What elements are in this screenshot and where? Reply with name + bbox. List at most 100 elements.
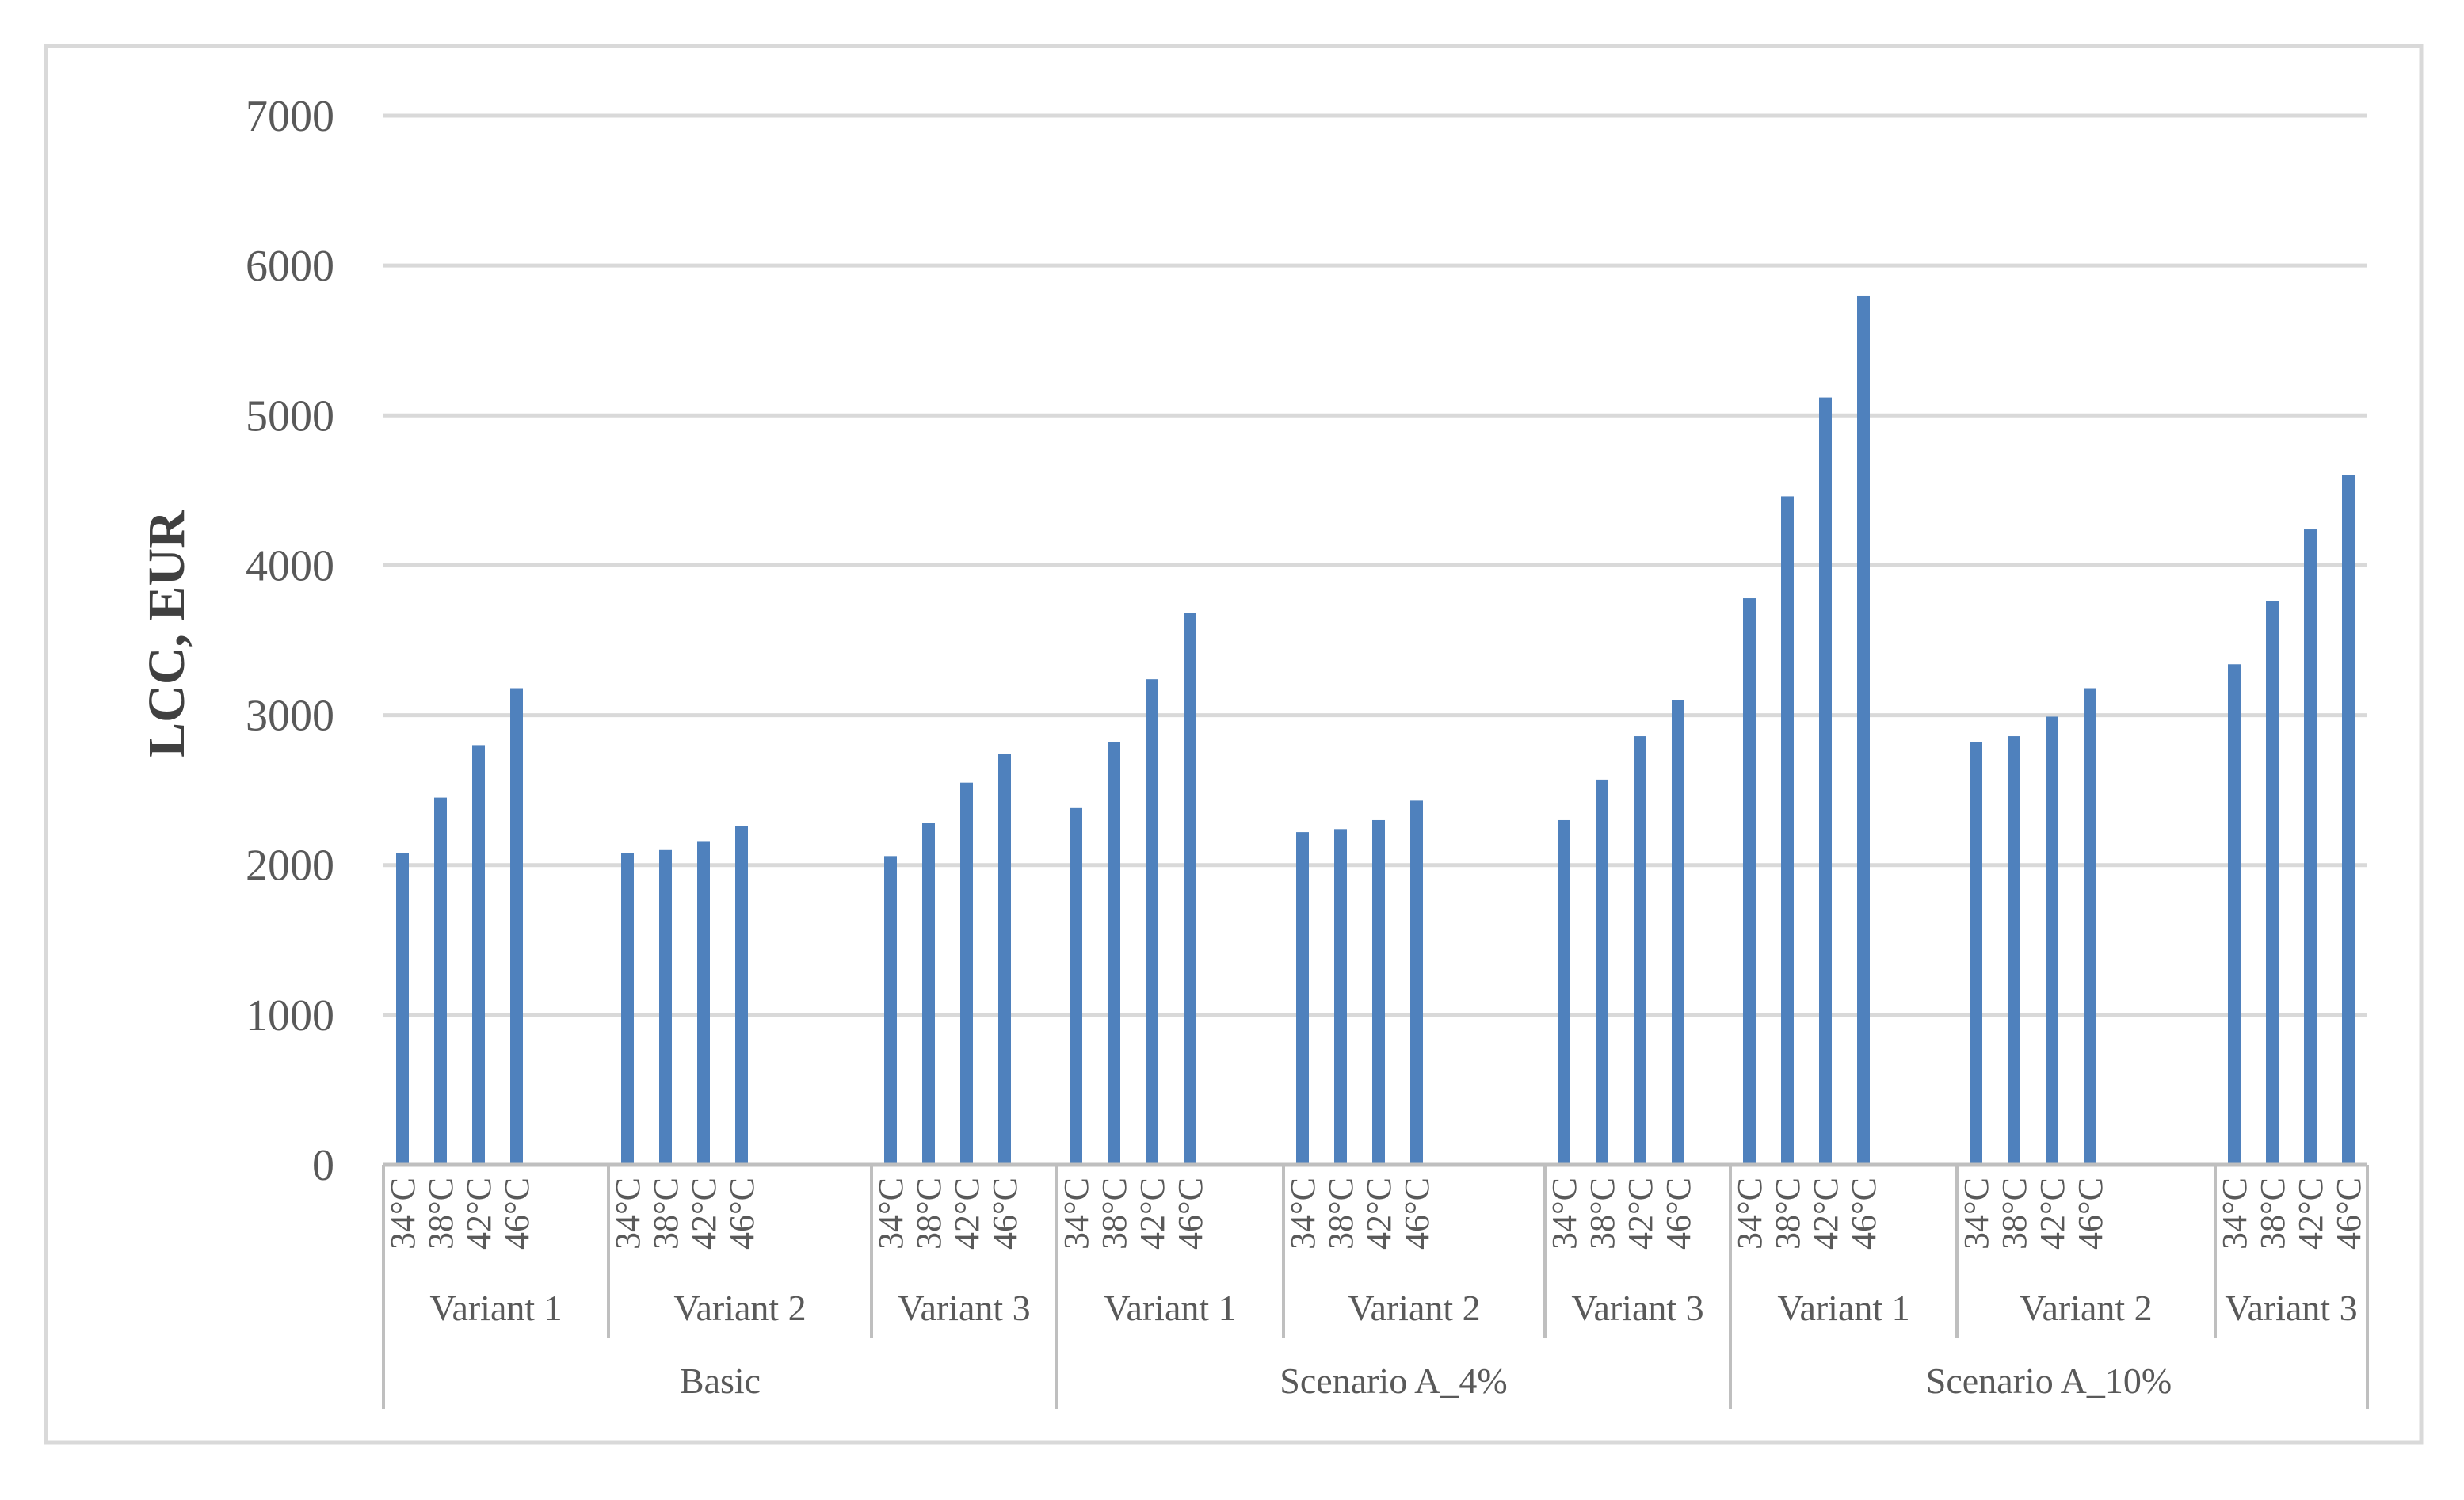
- group-label: Scenario A_10%: [1926, 1361, 2172, 1401]
- x-tick-label: 46°C: [1398, 1177, 1436, 1250]
- x-tick-label: 42°C: [685, 1177, 723, 1250]
- variant-label: Variant 3: [1571, 1288, 1703, 1328]
- x-tick-label: 38°C: [910, 1177, 948, 1250]
- bar: [2046, 716, 2058, 1165]
- group-label: Scenario A_4%: [1280, 1361, 1507, 1401]
- x-tick-label: 34°C: [608, 1177, 647, 1250]
- bar: [396, 853, 409, 1165]
- chart-frame: [44, 44, 2424, 1445]
- bar: [1781, 496, 1794, 1165]
- gridlines: [383, 113, 2367, 1017]
- bar: [1410, 800, 1423, 1165]
- bar: [1672, 700, 1684, 1165]
- y-tick-label: 0: [312, 1141, 334, 1190]
- x-tick-label: 38°C: [421, 1177, 460, 1250]
- bar: [2342, 475, 2355, 1165]
- x-tick-label: 38°C: [2253, 1177, 2292, 1250]
- x-tick-label: 34°C: [2215, 1177, 2254, 1250]
- bar: [1070, 807, 1082, 1165]
- y-axis-ticks: 0 1000 2000 3000 4000 5000 6000 7000: [246, 92, 334, 1190]
- bar: [2304, 529, 2317, 1165]
- x-tick-label: 38°C: [647, 1177, 685, 1250]
- bar: [1146, 679, 1158, 1165]
- x-tick-label: 46°C: [1844, 1177, 1883, 1250]
- x-tick-label: 34°C: [383, 1177, 422, 1250]
- y-tick-label: 1000: [246, 991, 334, 1040]
- bar: [2084, 688, 2096, 1165]
- variant-label: Variant 3: [898, 1288, 1030, 1328]
- x-tick-label: 46°C: [723, 1177, 761, 1250]
- variant-label: Variant 2: [673, 1288, 806, 1328]
- bar: [1634, 736, 1646, 1165]
- x-tick-label: 46°C: [498, 1177, 536, 1250]
- x-tick-label: 34°C: [1057, 1177, 1096, 1250]
- y-tick-label: 6000: [246, 242, 334, 291]
- x-tick-label: 42°C: [1360, 1177, 1398, 1250]
- variant-label: Variant 2: [2020, 1288, 2152, 1328]
- bar: [1819, 397, 1832, 1165]
- x-tick-label: 38°C: [1095, 1177, 1134, 1250]
- x-tick-label: 42°C: [2291, 1177, 2330, 1250]
- bar: [1184, 613, 1196, 1165]
- y-tick-label: 4000: [246, 541, 334, 590]
- bar: [434, 797, 447, 1165]
- variant-label: Variant 1: [429, 1288, 562, 1328]
- bar: [1970, 742, 1982, 1165]
- bar: [998, 754, 1011, 1165]
- x-tick-label: 46°C: [1659, 1177, 1698, 1250]
- x-tick-label: 34°C: [1283, 1177, 1322, 1250]
- bar: [1296, 832, 1309, 1165]
- y-axis-label: LCC, EUR: [138, 510, 196, 758]
- variant-label: Variant 1: [1777, 1288, 1909, 1328]
- bar: [922, 823, 935, 1165]
- x-tick-label: 46°C: [2071, 1177, 2110, 1250]
- x-tick-label: 42°C: [1806, 1177, 1845, 1250]
- y-tick-label: 3000: [246, 692, 334, 741]
- x-tick-label: 46°C: [986, 1177, 1024, 1250]
- bar: [1108, 742, 1120, 1165]
- x-tick-label: 38°C: [1768, 1177, 1807, 1250]
- x-tick-label: 34°C: [1545, 1177, 1584, 1250]
- bar: [472, 745, 485, 1165]
- bar: [1558, 819, 1570, 1165]
- x-tick-label: 38°C: [1322, 1177, 1360, 1250]
- x-tick-label: 34°C: [1730, 1177, 1769, 1250]
- y-tick-label: 7000: [246, 92, 334, 141]
- bar: [1596, 779, 1608, 1165]
- variant-label: Variant 2: [1348, 1288, 1480, 1328]
- bar: [1334, 829, 1347, 1165]
- x-tick-label: 46°C: [1171, 1177, 1210, 1250]
- x-tick-label: 38°C: [1583, 1177, 1622, 1250]
- y-tick-label: 2000: [246, 842, 334, 891]
- y-tick-label: 5000: [246, 391, 334, 441]
- bar: [960, 782, 973, 1165]
- bar: [2228, 664, 2241, 1165]
- variant-label: Variant 3: [2225, 1288, 2357, 1328]
- x-tick-label: 42°C: [2033, 1177, 2072, 1250]
- bar: [884, 856, 897, 1165]
- x-tick-label: 42°C: [460, 1177, 498, 1250]
- x-tick-label: 42°C: [1621, 1177, 1660, 1250]
- x-tick-label: 38°C: [1995, 1177, 2034, 1250]
- x-tick-label: 34°C: [872, 1177, 910, 1250]
- bar: [659, 849, 672, 1165]
- bar: [1743, 598, 1756, 1165]
- x-tick-label: 42°C: [948, 1177, 986, 1250]
- bars: [396, 295, 2355, 1165]
- variant-label: Variant 1: [1104, 1288, 1236, 1328]
- bar: [1372, 819, 1385, 1165]
- bar: [621, 853, 634, 1165]
- x-tick-label: 34°C: [1957, 1177, 1996, 1250]
- x-tick-label: 42°C: [1133, 1177, 1172, 1250]
- x-tick-label: 46°C: [2329, 1177, 2368, 1250]
- bar: [2266, 601, 2279, 1165]
- bar: [2008, 736, 2020, 1165]
- bar: [510, 688, 523, 1165]
- bar: [735, 826, 748, 1165]
- bar: [1857, 295, 1870, 1165]
- bar: [697, 841, 710, 1165]
- group-label: Basic: [680, 1361, 761, 1401]
